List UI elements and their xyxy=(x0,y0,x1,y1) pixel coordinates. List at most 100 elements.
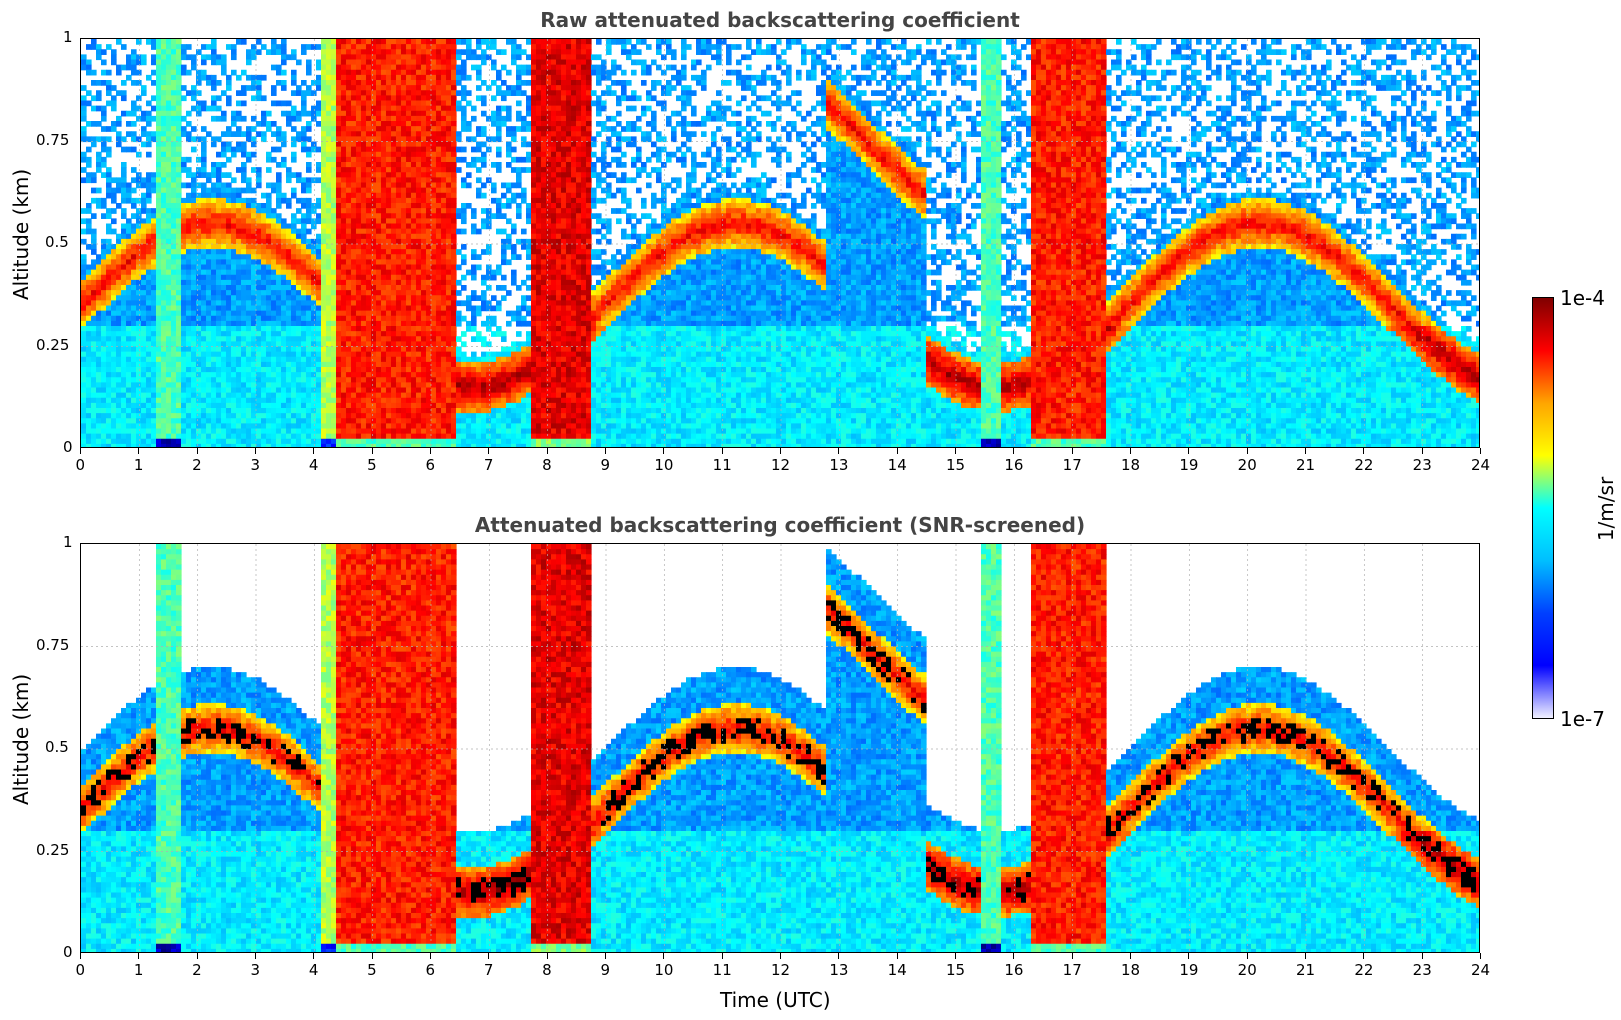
heatmap-cell xyxy=(271,356,277,363)
heatmap-cell xyxy=(336,290,342,296)
heatmap-cell xyxy=(216,418,222,424)
heatmap-cell xyxy=(436,356,442,363)
heatmap-cell xyxy=(406,192,412,199)
heatmap-cell xyxy=(301,413,307,419)
heatmap-cell xyxy=(336,177,342,184)
heatmap-cell xyxy=(381,274,387,281)
heatmap-cell xyxy=(206,259,212,266)
heatmap-cell xyxy=(421,367,427,373)
heatmap-cell xyxy=(401,320,407,327)
heatmap-cell xyxy=(406,115,412,122)
heatmap-cell xyxy=(376,346,382,353)
heatmap-cell xyxy=(356,100,362,107)
heatmap-cell xyxy=(111,372,117,378)
heatmap-cell xyxy=(286,372,292,378)
heatmap-cell xyxy=(386,274,392,281)
heatmap-cell xyxy=(266,413,272,419)
heatmap-cell xyxy=(156,110,162,117)
heatmap-cell xyxy=(326,69,332,76)
heatmap-cell xyxy=(131,54,137,61)
heatmap-cell xyxy=(411,290,417,296)
heatmap-cell xyxy=(321,49,327,55)
heatmap-cell xyxy=(436,115,442,122)
heatmap-cell xyxy=(211,326,217,332)
heatmap-cell xyxy=(276,49,282,55)
heatmap-cell xyxy=(146,326,152,332)
heatmap-cell xyxy=(421,238,427,245)
heatmap-cell xyxy=(146,244,152,250)
heatmap-cell xyxy=(81,290,87,296)
heatmap-cell xyxy=(386,259,392,266)
heatmap-cell xyxy=(401,259,407,266)
heatmap-cell xyxy=(281,39,287,45)
heatmap-cell xyxy=(221,402,227,409)
heatmap-cell xyxy=(381,233,387,240)
heatmap-cell xyxy=(356,218,362,225)
heatmap-cell xyxy=(356,54,362,61)
heatmap-cell xyxy=(221,218,227,225)
heatmap-cell xyxy=(231,290,237,296)
heatmap-cell xyxy=(336,64,342,71)
heatmap-cell xyxy=(181,228,187,235)
heatmap-cell xyxy=(436,233,442,240)
heatmap-cell xyxy=(161,351,167,358)
heatmap-cell xyxy=(386,85,392,91)
heatmap-cell xyxy=(406,433,412,440)
heatmap-cell xyxy=(321,172,327,178)
heatmap-cell xyxy=(306,295,312,301)
heatmap-cell xyxy=(211,136,217,143)
heatmap-cell xyxy=(221,356,227,363)
heatmap-cell xyxy=(381,392,387,399)
heatmap-cell xyxy=(181,156,187,163)
heatmap-cell xyxy=(436,418,442,424)
heatmap-cell xyxy=(241,218,247,225)
heatmap-cell xyxy=(306,392,312,399)
heatmap-cell xyxy=(396,367,402,373)
heatmap-cell xyxy=(306,351,312,358)
heatmap-cell xyxy=(296,269,302,276)
heatmap-cell xyxy=(216,356,222,363)
heatmap-cell xyxy=(436,244,442,250)
heatmap-cell xyxy=(391,187,397,194)
heatmap-cell xyxy=(206,238,212,245)
heatmap-cell xyxy=(201,310,207,317)
heatmap-cell xyxy=(441,121,447,127)
heatmap-cell xyxy=(261,377,267,383)
heatmap-cell xyxy=(441,44,447,50)
heatmap-cell xyxy=(96,341,102,348)
heatmap-cell xyxy=(266,433,272,440)
heatmap-cell xyxy=(251,197,257,204)
heatmap-cell xyxy=(261,361,267,368)
heatmap-cell xyxy=(86,228,92,235)
heatmap-cell xyxy=(131,341,137,348)
heatmap-cell xyxy=(241,367,247,373)
heatmap-cell xyxy=(151,397,157,404)
heatmap-cell xyxy=(366,59,372,66)
heatmap-cell xyxy=(326,105,332,112)
heatmap-cell xyxy=(206,269,212,276)
heatmap-cell xyxy=(416,356,422,363)
heatmap-cell xyxy=(336,259,342,266)
heatmap-cell xyxy=(356,259,362,266)
heatmap-cell xyxy=(281,100,287,107)
heatmap-cell xyxy=(286,54,292,61)
heatmap-cell xyxy=(126,387,132,394)
heatmap-cell xyxy=(256,336,262,342)
heatmap-cell xyxy=(421,341,427,348)
heatmap-cell xyxy=(391,392,397,399)
heatmap-cell xyxy=(371,95,377,102)
heatmap-cell xyxy=(251,320,257,327)
heatmap-cell xyxy=(281,192,287,199)
heatmap-cell xyxy=(151,336,157,342)
heatmap-cell xyxy=(121,336,127,342)
heatmap-cell xyxy=(361,244,367,250)
heatmap-cell xyxy=(211,305,217,312)
heatmap-cell xyxy=(261,310,267,317)
heatmap-cell xyxy=(361,162,367,168)
heatmap-cell xyxy=(341,279,347,286)
heatmap-cell xyxy=(406,279,412,286)
heatmap-cell xyxy=(246,85,252,91)
heatmap-cell xyxy=(376,203,382,209)
heatmap-cell xyxy=(221,141,227,148)
heatmap-cell xyxy=(96,290,102,296)
